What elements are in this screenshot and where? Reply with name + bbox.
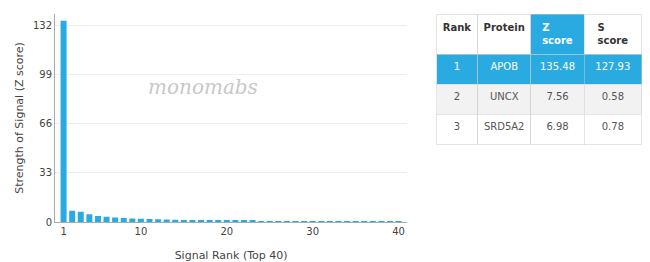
svg-text:0.78: 0.78 xyxy=(602,121,624,132)
svg-text:APOB: APOB xyxy=(490,61,518,72)
svg-text:66: 66 xyxy=(39,118,52,129)
svg-text:132: 132 xyxy=(33,20,52,31)
svg-text:7.56: 7.56 xyxy=(546,91,568,102)
svg-text:3: 3 xyxy=(454,121,460,132)
svg-text:20: 20 xyxy=(220,226,233,237)
svg-text:40: 40 xyxy=(392,226,405,237)
svg-text:6.98: 6.98 xyxy=(546,121,568,132)
svg-text:0: 0 xyxy=(46,217,52,228)
svg-text:Zscore: Zscore xyxy=(542,22,573,46)
svg-text:135.48: 135.48 xyxy=(540,61,575,72)
svg-text:10: 10 xyxy=(135,226,148,237)
svg-text:127.93: 127.93 xyxy=(595,61,630,72)
svg-text:Strength of Signal (Z score): Strength of Signal (Z score) xyxy=(13,42,26,194)
svg-text:Sscore: Sscore xyxy=(598,22,629,46)
svg-text:SRD5A2: SRD5A2 xyxy=(484,121,525,132)
svg-text:Rank: Rank xyxy=(443,22,472,33)
svg-text:1: 1 xyxy=(454,61,460,72)
svg-text:UNCX: UNCX xyxy=(490,91,519,102)
svg-text:33: 33 xyxy=(39,167,52,178)
svg-text:2: 2 xyxy=(454,91,460,102)
svg-text:30: 30 xyxy=(306,226,319,237)
svg-text:1: 1 xyxy=(60,226,66,237)
svg-text:Protein: Protein xyxy=(484,22,525,33)
svg-text:99: 99 xyxy=(39,69,52,80)
svg-text:Signal Rank (Top 40): Signal Rank (Top 40) xyxy=(175,249,288,262)
svg-text:0.58: 0.58 xyxy=(602,91,624,102)
svg-text:monomabs: monomabs xyxy=(148,75,258,99)
